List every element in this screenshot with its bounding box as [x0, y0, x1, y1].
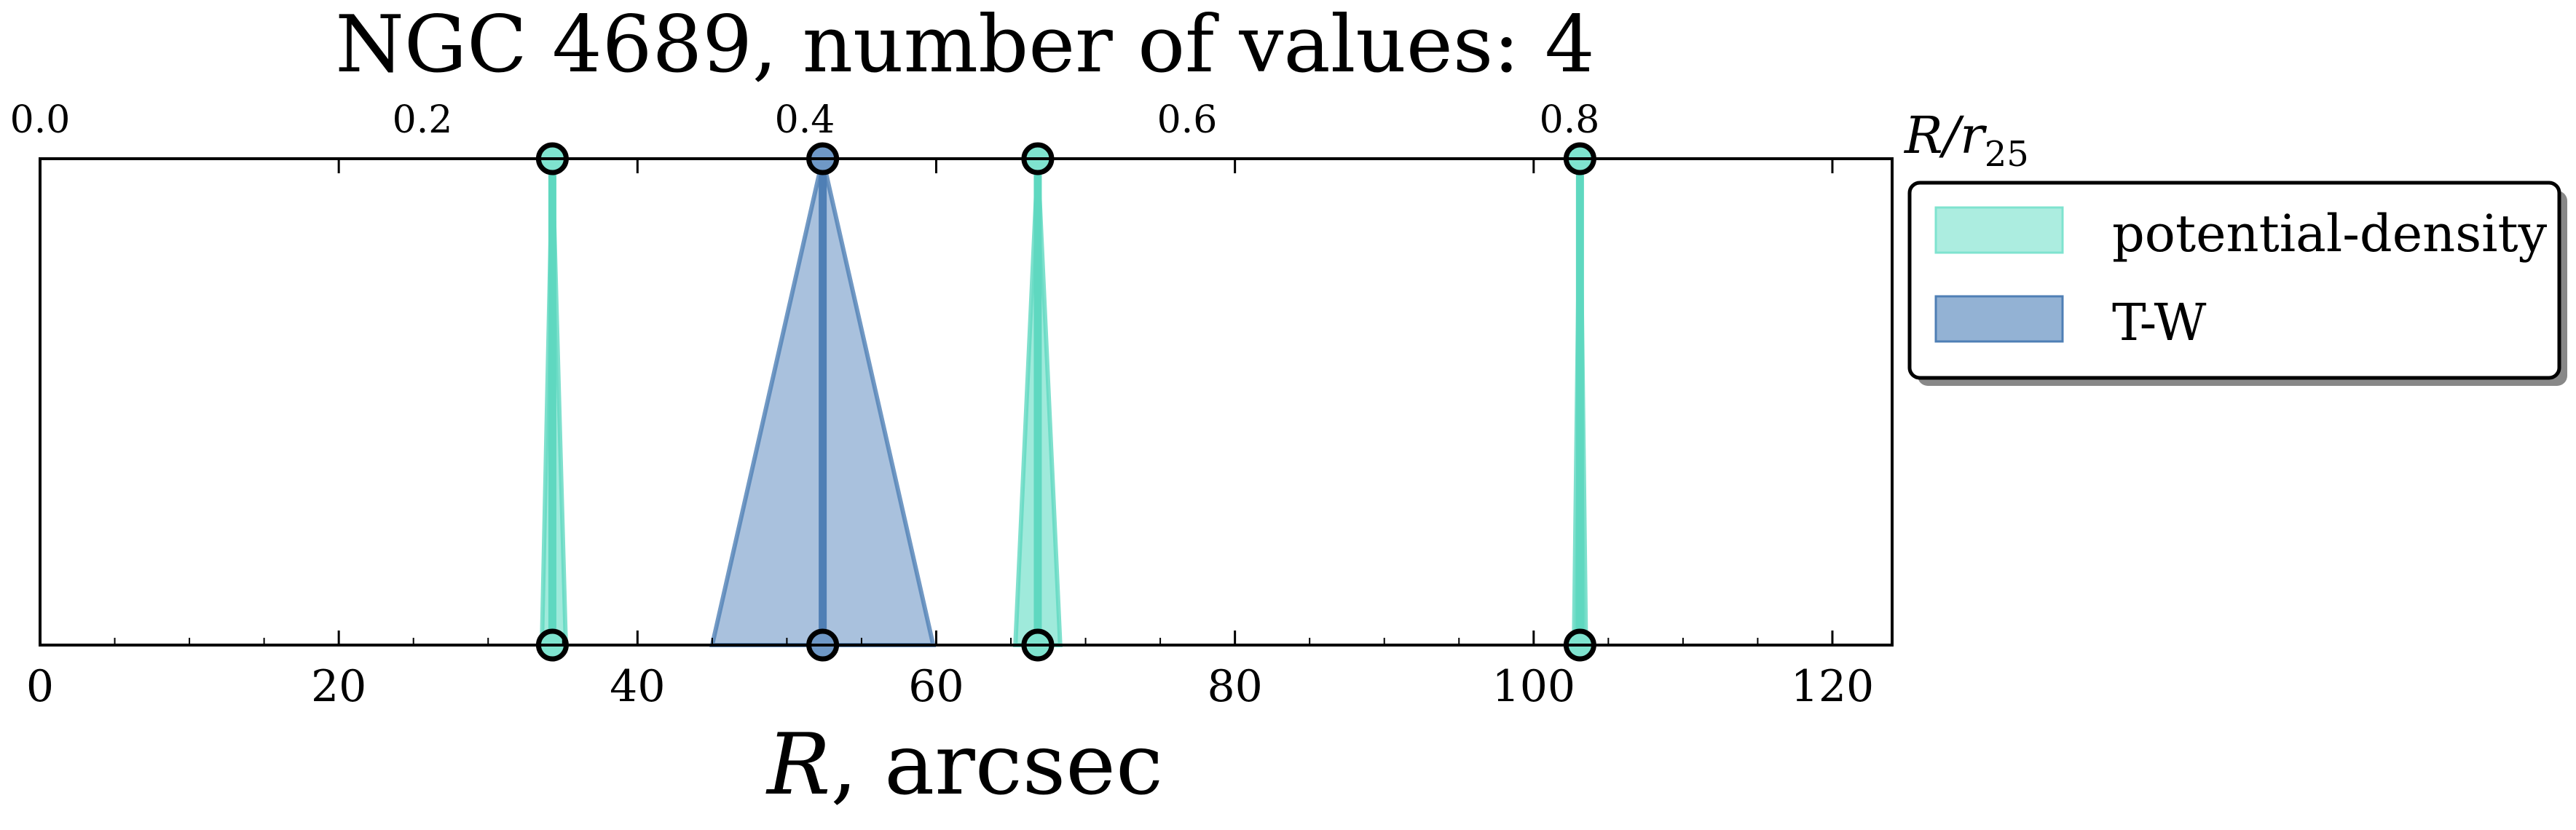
top-tick-label-3: 0.6	[1157, 98, 1218, 142]
top-tick-label-0: 0.0	[10, 98, 71, 142]
top-tick-label-1: 0.2	[393, 98, 453, 142]
legend: potential-density T-W	[1907, 181, 2567, 386]
legend-swatch-t-w	[1934, 295, 2064, 343]
x-tick-label-2: 40	[610, 661, 665, 712]
x-axis-label: R, arcsec	[765, 716, 1163, 814]
x-tick-label-6: 120	[1791, 661, 1875, 712]
x-axis-label-symbol: R	[765, 716, 830, 814]
x-tick-label-0: 0	[26, 661, 54, 712]
axis-ticks: 0 20 40 60 80 100 120 0.0 0.2 0.4 0.6 0.8	[10, 98, 1875, 712]
plot-area	[535, 142, 1596, 662]
top-tick-label-4: 0.8	[1540, 98, 1600, 142]
legend-label-t-w: T-W	[2112, 293, 2206, 352]
chart-title: NGC 4689, number of values: 4	[335, 0, 1594, 90]
x-tick-label-1: 20	[311, 661, 366, 712]
legend-label-potential-density: potential-density	[2112, 204, 2548, 264]
x-tick-label-5: 100	[1492, 661, 1576, 712]
top-tick-label-2: 0.4	[775, 98, 835, 142]
legend-box	[1907, 181, 2561, 380]
top-axis-label-sub: 25	[1985, 134, 2029, 175]
axes-frame	[39, 157, 1894, 647]
x-axis-label-unit: , arcsec	[830, 716, 1162, 814]
top-axis-label-main: R/r	[1903, 106, 1987, 165]
legend-swatch-potential-density	[1934, 206, 2064, 254]
x-tick-label-4: 80	[1207, 661, 1262, 712]
x-tick-label-3: 60	[908, 661, 964, 712]
top-axis-label: R/r25	[1903, 106, 2029, 175]
